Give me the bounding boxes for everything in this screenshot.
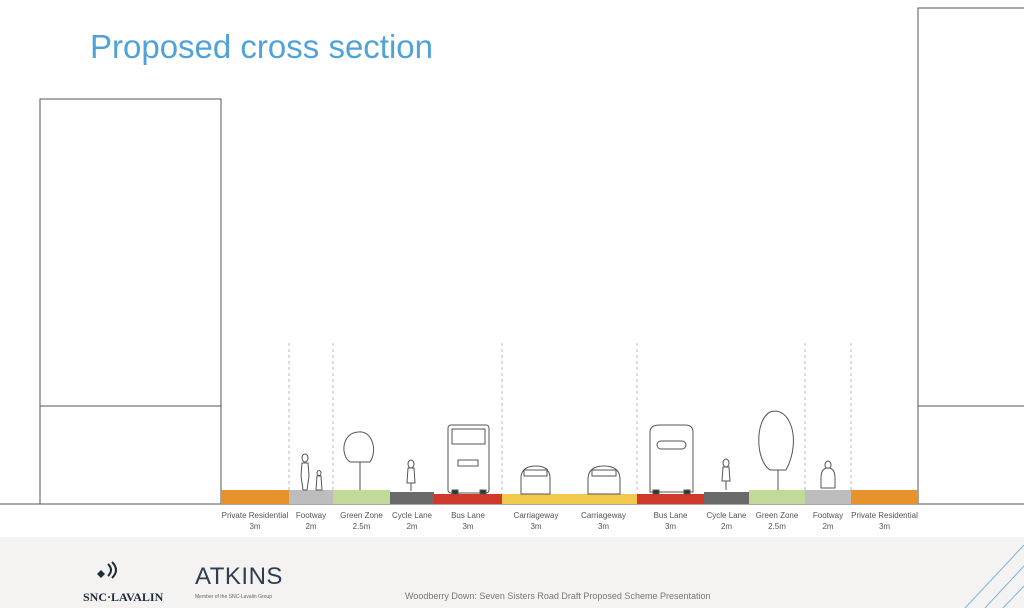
segment-band (704, 492, 749, 504)
segment-label: Private Residential 3m (210, 510, 300, 532)
pedestrian-icon (300, 453, 323, 491)
segment-width: 2m (822, 522, 834, 531)
segment-name: Cycle Lane (391, 511, 433, 520)
dividers (288, 343, 852, 500)
segment-label: Bus Lane 3m (423, 510, 513, 532)
segment-band (221, 490, 289, 504)
segment-width: 3m (597, 522, 610, 531)
segment-label: Green Zone 2.5m (732, 510, 822, 532)
page-title: Proposed cross section (90, 28, 434, 65)
segment-band (333, 490, 390, 504)
segment-label: Footway 2m (783, 510, 873, 532)
segment-label: Carriageway 3m (491, 510, 581, 532)
segment-label: Carriageway 3m (559, 510, 649, 532)
decorative-lines (964, 544, 1024, 608)
segment-name: Carriageway (581, 511, 626, 520)
cyclist-icon (721, 458, 731, 490)
segment-width: 2m (720, 522, 733, 531)
bus-icon (649, 424, 694, 495)
footer-caption: Woodberry Down: Seven Sisters Road Draft… (405, 591, 711, 601)
segment-width: 2.5m (352, 522, 371, 531)
segment-band (289, 490, 333, 504)
segment-name: Cycle Lane (706, 511, 747, 520)
segment-label: Footway 2m (266, 510, 356, 532)
segment-name: Carriageway (513, 511, 559, 520)
segment-band (434, 494, 502, 504)
segment-name: Green Zone (340, 511, 383, 520)
segment-band (502, 494, 570, 504)
segment-width: 3m (530, 522, 542, 531)
segment-name: Bus Lane (451, 511, 485, 520)
segment-name: Green Zone (755, 511, 799, 520)
segment-name: Bus Lane (653, 511, 688, 520)
tree-icon (758, 410, 794, 490)
segment-name: Footway (812, 511, 844, 520)
segment-name: Footway (295, 511, 327, 520)
car-icon (587, 465, 621, 495)
bus-icon (447, 424, 490, 495)
segment-label: Bus Lane 3m (626, 510, 716, 532)
wheelchair-user-icon (820, 460, 836, 489)
segment-width: 2m (305, 522, 317, 531)
segment-label: Cycle Lane 2m (367, 510, 457, 532)
footer (0, 537, 1024, 608)
cross-section-diagram (0, 7, 1024, 505)
segment-band (570, 494, 637, 504)
atkins-subtitle: Member of the SNC-Lavalin Group (195, 594, 272, 600)
segment-band (749, 490, 805, 504)
segment-band (637, 494, 704, 504)
segment-width: 3m (664, 522, 677, 531)
segment-label: Green Zone 2.5m (317, 510, 407, 532)
segment-band (390, 492, 434, 504)
segment-width: 3m (462, 522, 474, 531)
atkins-logo: ATKINS (195, 563, 283, 590)
segment-label: Cycle Lane 2m (682, 510, 772, 532)
tree-icon (343, 431, 374, 490)
segment-band (851, 490, 918, 504)
segment-width: 2m (406, 522, 418, 531)
cyclist-icon (406, 459, 416, 491)
segment-width: 3m (878, 522, 891, 531)
segment-width: 2.5m (768, 522, 786, 531)
segment-name: Private Residential (221, 511, 289, 520)
segment-name: Private Residential (851, 511, 918, 520)
segment-label: Private Residential 3m (840, 510, 930, 532)
car-icon (520, 465, 551, 495)
snc-lavalin-logo (97, 561, 117, 579)
segment-band (805, 490, 851, 504)
segment-width: 3m (249, 522, 261, 531)
snc-lavalin-wordmark: SNC·LAVALIN (83, 590, 164, 604)
